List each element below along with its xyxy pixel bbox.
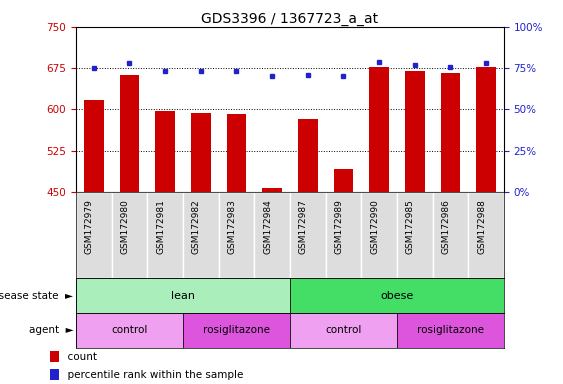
Text: lean: lean [171,291,195,301]
Text: GSM172987: GSM172987 [299,199,308,254]
Bar [334,169,353,192]
Bar [262,188,282,192]
Bar [76,192,111,278]
Bar [405,71,425,192]
Bar [325,192,361,278]
Text: obese: obese [380,291,414,301]
Text: GSM172989: GSM172989 [334,199,343,254]
Text: GSM172983: GSM172983 [227,199,236,254]
Text: GSM172984: GSM172984 [263,199,272,254]
Text: GSM172980: GSM172980 [120,199,129,254]
Text: GSM172985: GSM172985 [406,199,415,254]
Bar [183,313,290,348]
Text: rosiglitazone: rosiglitazone [417,325,484,335]
Bar [432,192,468,278]
Text: disease state  ►: disease state ► [0,291,73,301]
Bar [254,192,290,278]
Text: percentile rank within the sample: percentile rank within the sample [61,370,244,380]
Text: GSM172982: GSM172982 [192,199,201,254]
Bar [183,192,218,278]
Bar [50,351,59,362]
Title: GDS3396 / 1367723_a_at: GDS3396 / 1367723_a_at [202,12,378,26]
Text: GSM172986: GSM172986 [441,199,450,254]
Text: GSM172981: GSM172981 [156,199,165,254]
Bar [191,113,211,192]
Bar [290,313,397,348]
Bar [76,278,290,313]
Text: control: control [325,325,361,335]
Bar [218,192,254,278]
Bar [227,114,246,192]
Bar [369,66,389,192]
Bar [361,192,397,278]
Bar [397,192,432,278]
Bar [290,192,325,278]
Text: GSM172988: GSM172988 [477,199,486,254]
Bar [148,192,183,278]
Text: count: count [61,352,97,362]
Bar [111,192,148,278]
Bar [50,369,59,380]
Text: rosiglitazone: rosiglitazone [203,325,270,335]
Bar [84,100,104,192]
Text: GSM172979: GSM172979 [85,199,94,254]
Text: agent  ►: agent ► [29,325,73,335]
Bar [298,119,318,192]
Bar [290,278,504,313]
Bar [468,192,504,278]
Text: GSM172990: GSM172990 [370,199,379,254]
Bar [76,313,183,348]
Bar [476,67,496,192]
Text: control: control [111,325,148,335]
Bar [441,73,460,192]
Bar [397,313,504,348]
Bar [155,111,175,192]
Bar [120,75,139,192]
